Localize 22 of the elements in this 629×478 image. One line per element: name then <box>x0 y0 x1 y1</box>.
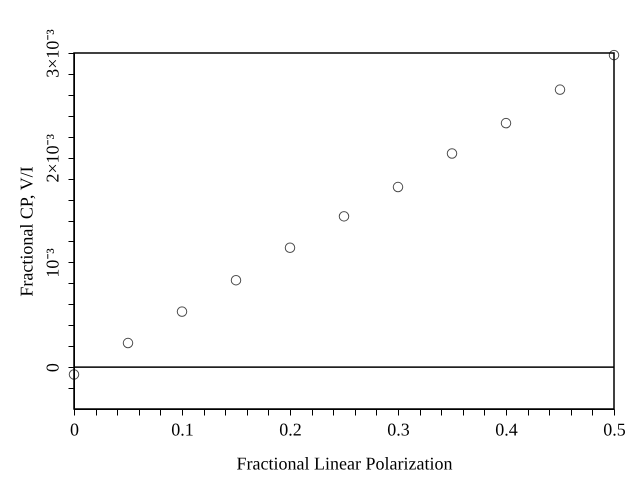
point <box>446 148 458 159</box>
x-axis-title: Fractional Linear Polarization <box>236 454 452 474</box>
y-tick-label: 0 <box>42 363 62 372</box>
x-tick-label: 0.3 <box>387 420 410 440</box>
point <box>500 118 512 128</box>
x-tick-label: 0.4 <box>495 420 518 440</box>
point <box>554 84 566 95</box>
x-tick-label: 0.2 <box>279 420 302 440</box>
point <box>608 50 620 60</box>
x-tick-label: 0.1 <box>171 420 194 440</box>
x-tick-label: 0 <box>70 420 79 440</box>
point <box>230 274 242 286</box>
point <box>338 211 350 222</box>
y-tick-label: 10⁻³ <box>42 248 62 278</box>
y-axis-title: Fractional CP, V/I <box>16 166 36 297</box>
point <box>176 306 188 317</box>
point <box>122 338 134 348</box>
point <box>284 242 296 253</box>
x-tick-label: 0.5 <box>603 420 626 440</box>
y-tick-label: 2×10⁻³ <box>42 133 62 182</box>
y-tick-label: 3×10⁻³ <box>42 28 62 78</box>
point <box>392 182 404 192</box>
